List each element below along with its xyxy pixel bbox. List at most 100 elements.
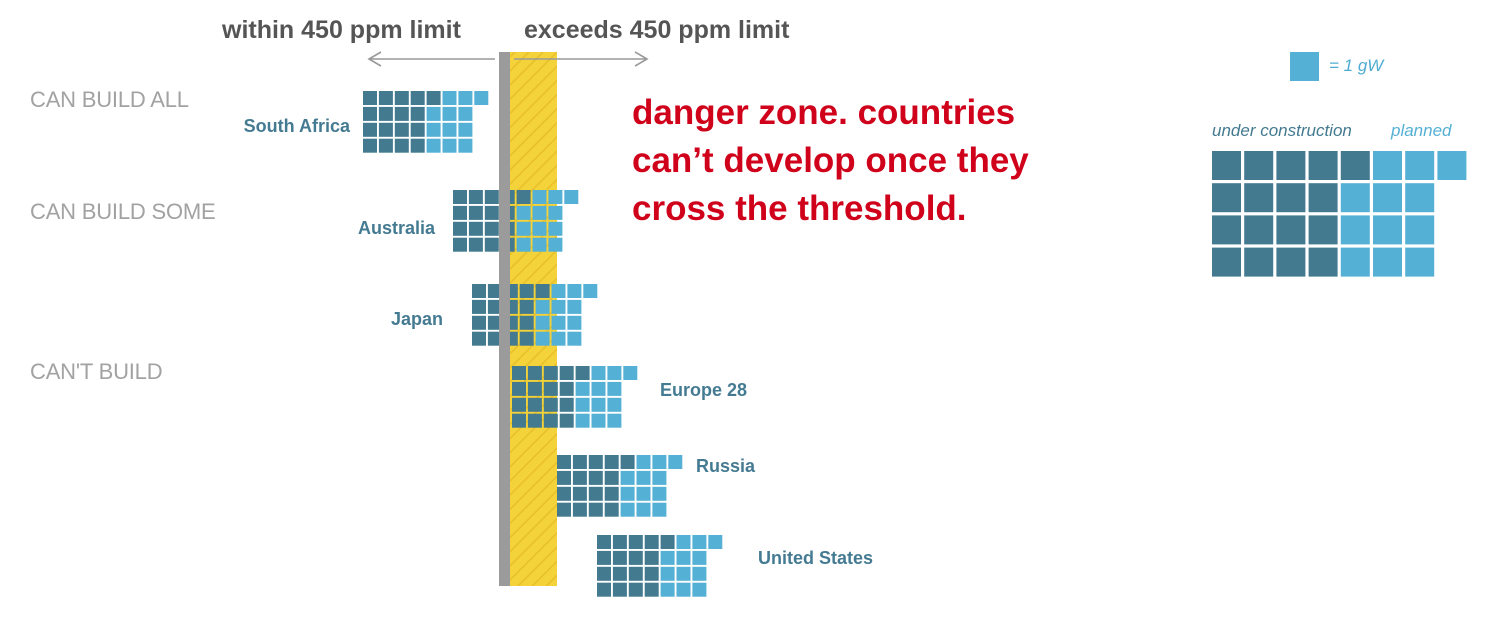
japan-cell-planned [551, 284, 566, 298]
legend-cell-planned [1373, 183, 1402, 213]
russia-cell-planned [652, 502, 667, 517]
legend-unit-label: = 1 gW [1329, 56, 1384, 75]
japan-cell-under-construction [487, 315, 502, 330]
europe-28-cell-under-construction [543, 397, 558, 412]
russia-cell-planned [668, 455, 683, 469]
australia-cell-planned [532, 205, 547, 220]
russia-cell-planned [636, 470, 651, 485]
japan-cell-under-construction [472, 315, 486, 330]
russia-cell-planned [636, 455, 651, 469]
europe-28-cell-planned [591, 381, 606, 396]
russia-cell-planned [652, 486, 667, 501]
japan-cell-planned [567, 315, 582, 330]
united-states-cell-under-construction [597, 550, 611, 565]
united-states-cell-under-construction [628, 535, 643, 549]
australia-cell-planned [532, 237, 547, 252]
europe-28-cell-under-construction [559, 397, 574, 412]
legend-cell-under-construction [1340, 151, 1370, 180]
legend-cell-planned [1405, 215, 1435, 245]
australia-cell-under-construction [453, 237, 467, 252]
south-africa-cell-planned [426, 106, 441, 121]
australia-cell-planned [548, 237, 563, 252]
europe-28-cell-planned [575, 397, 590, 412]
united-states-cell-planned [676, 535, 691, 549]
europe-28-cell-under-construction [512, 397, 526, 412]
europe-28-cell-planned [607, 366, 622, 380]
united-states-cell-planned [676, 550, 691, 565]
japan-cell-planned [583, 284, 598, 298]
legend-cell-planned [1373, 151, 1402, 180]
russia-cell-under-construction [588, 470, 603, 485]
australia-cell-planned [548, 190, 563, 204]
russia-cell-under-construction [572, 486, 587, 501]
south-africa-cell-under-construction [426, 91, 441, 105]
united-states-cell-under-construction [612, 550, 627, 565]
australia-cell-under-construction [516, 190, 531, 204]
australia-cell-under-construction [453, 221, 467, 236]
europe-28-cell-under-construction [512, 381, 526, 396]
threshold-bar [499, 52, 510, 586]
legend-cell-planned [1373, 247, 1402, 277]
legend-cell-planned [1340, 247, 1370, 277]
united-states-cell-planned [692, 582, 707, 597]
legend-cell-under-construction [1244, 247, 1274, 277]
australia-cell-under-construction [453, 205, 467, 220]
europe-28-cell-planned [607, 381, 622, 396]
japan-cell-planned [535, 331, 550, 346]
russia-cell-under-construction [604, 502, 619, 517]
legend-cell-under-construction [1308, 151, 1338, 180]
japan-cell-under-construction [519, 299, 534, 314]
united-states-cell-under-construction [628, 550, 643, 565]
danger-zone-annotation: danger zone. countries can’t develop onc… [632, 93, 1029, 228]
russia-cell-under-construction [620, 455, 635, 469]
united-states-cell-planned [692, 566, 707, 581]
russia-cell-under-construction [572, 502, 587, 517]
legend-cell-under-construction [1276, 183, 1306, 213]
south-africa-cell-under-construction [410, 106, 425, 121]
australia-cell-under-construction [453, 190, 467, 204]
waffle-south-africa [363, 91, 489, 153]
united-states-cell-planned [676, 566, 691, 581]
australia-cell-under-construction [468, 221, 483, 236]
japan-cell-under-construction [487, 284, 502, 298]
australia-cell-planned [516, 205, 531, 220]
country-label-europe-28: Europe 28 [660, 380, 748, 400]
waffle-united-states [597, 535, 723, 597]
russia-cell-planned [636, 502, 651, 517]
legend-cell-under-construction [1244, 151, 1274, 180]
header-exceeds-limit: exceeds 450 ppm limit [524, 16, 790, 44]
united-states-cell-under-construction [628, 566, 643, 581]
europe-28-cell-under-construction [559, 366, 574, 380]
south-africa-cell-planned [458, 138, 473, 153]
russia-cell-planned [620, 502, 635, 517]
united-states-cell-under-construction [597, 582, 611, 597]
south-africa-cell-planned [474, 91, 489, 105]
europe-28-cell-under-construction [512, 413, 526, 428]
australia-cell-under-construction [468, 237, 483, 252]
arrow-right-head [634, 51, 649, 67]
australia-cell-planned [564, 190, 579, 204]
south-africa-cell-under-construction [394, 91, 409, 105]
united-states-cell-under-construction [612, 535, 627, 549]
category-can-build-some: CAN BUILD SOME [30, 199, 216, 224]
legend-cell-under-construction [1276, 215, 1306, 245]
legend-unit-square [1290, 52, 1319, 81]
japan-cell-under-construction [535, 284, 550, 298]
russia-cell-planned [620, 486, 635, 501]
south-africa-cell-planned [442, 122, 457, 137]
south-africa-cell-under-construction [378, 138, 393, 153]
russia-cell-planned [652, 470, 667, 485]
south-africa-cell-under-construction [394, 122, 409, 137]
japan-cell-under-construction [487, 331, 502, 346]
europe-28-cell-planned [591, 397, 606, 412]
japan-cell-planned [535, 315, 550, 330]
europe-28-cell-planned [623, 366, 638, 380]
waffle-russia [557, 455, 683, 517]
europe-28-cell-under-construction [543, 366, 558, 380]
legend-cell-under-construction [1308, 247, 1338, 277]
russia-cell-under-construction [604, 455, 619, 469]
united-states-cell-under-construction [597, 566, 611, 581]
russia-cell-planned [652, 455, 667, 469]
japan-cell-under-construction [519, 331, 534, 346]
europe-28-cell-planned [575, 381, 590, 396]
